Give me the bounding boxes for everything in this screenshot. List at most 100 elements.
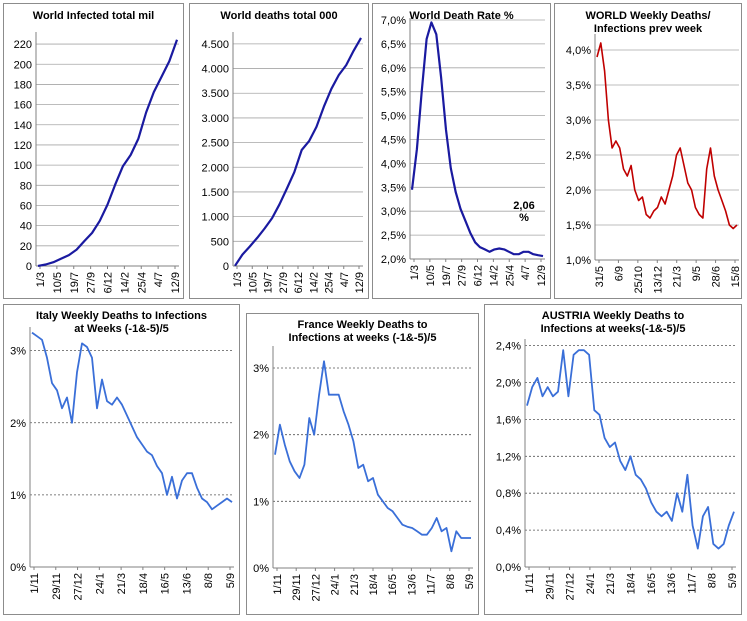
- y-tick-label: 5,0%: [381, 111, 406, 123]
- chart-panel-italy: Italy Weekly Deaths to Infections at Wee…: [3, 304, 240, 615]
- y-tick-label: 1,5%: [566, 220, 591, 232]
- y-tick-label: 4.000: [201, 64, 229, 76]
- x-tick-label: 1/11: [524, 573, 536, 594]
- y-tick-label: 1%: [253, 496, 269, 508]
- x-tick-label: 1/3: [232, 272, 244, 287]
- y-tick-label: 6,0%: [381, 63, 406, 75]
- y-tick-label: 1.000: [201, 212, 229, 224]
- y-tick-label: 1,0%: [566, 255, 591, 267]
- x-tick-label: 5/9: [464, 574, 476, 589]
- y-tick-label: 220: [14, 39, 32, 51]
- y-tick-label: 500: [211, 236, 229, 248]
- y-tick-label: 7,0%: [381, 15, 406, 27]
- y-tick-label: 1,2%: [496, 451, 521, 463]
- x-tick-label: 27/12: [565, 573, 577, 601]
- y-tick-label: 3,0%: [566, 115, 591, 127]
- x-tick-label: 29/11: [51, 573, 63, 600]
- series-line: [410, 21, 544, 258]
- x-tick-label: 14/2: [119, 272, 131, 293]
- chart-world-death-rate: 2,0% 2,5% 3,0% 3,5% 4,0% 4,5% 5,0% 5,5% 6,0% 6,5%…: [381, 15, 548, 286]
- x-tick-label: 21/3: [116, 573, 128, 594]
- x-tick-label: 1/11: [29, 573, 41, 594]
- y-tick-label: 3%: [10, 346, 26, 358]
- y-tick-label: 2,4%: [496, 341, 521, 353]
- y-tick-label: 60: [20, 200, 32, 212]
- y-tick-label: 200: [14, 59, 32, 71]
- x-tick-label: 13/6: [406, 574, 418, 595]
- x-tick-label: 13/6: [181, 573, 193, 594]
- series-line: [31, 331, 233, 511]
- x-tick-label: 25/4: [504, 265, 516, 286]
- y-tick-label: 80: [20, 180, 32, 192]
- x-tick-label: 4/7: [339, 272, 351, 287]
- x-tick-label: 1/3: [35, 272, 47, 287]
- chart-panel-austria: AUSTRIA Weekly Deaths to Infections at w…: [484, 304, 742, 615]
- x-tick-label: 4/7: [520, 265, 532, 280]
- y-tick-label: 0,0%: [496, 562, 521, 574]
- x-tick-label: 27/9: [278, 272, 290, 293]
- x-tick-label: 29/11: [544, 573, 556, 600]
- x-tick-label: 21/3: [605, 573, 617, 594]
- data-label: %: [519, 212, 529, 224]
- x-tick-label: 31/5: [594, 266, 606, 287]
- y-tick-label: 0,8%: [496, 488, 521, 500]
- x-tick-label: 19/7: [441, 265, 453, 286]
- x-tick-label: 16/5: [387, 574, 399, 595]
- y-tick-label: 3.500: [201, 88, 229, 100]
- y-tick-label: 1,6%: [496, 414, 521, 426]
- x-tick-label: 18/4: [368, 574, 380, 595]
- x-tick-label: 6/9: [613, 266, 625, 281]
- x-tick-label: 11/7: [686, 573, 698, 594]
- y-tick-label: 20: [20, 241, 32, 253]
- y-tick-label: 0: [223, 261, 229, 273]
- chart-panel-france: France Weekly Deaths to Infections at we…: [246, 313, 479, 615]
- x-tick-label: 18/4: [626, 573, 638, 594]
- chart-panel-world-death-rate: World Death Rate % 2,0% 2,5% 3,0% 3,5% 4,0% 4…: [372, 3, 551, 299]
- x-tick-label: 10/5: [247, 272, 259, 293]
- y-tick-label: 140: [14, 120, 32, 132]
- series-line: [526, 349, 735, 550]
- x-tick-label: 28/6: [711, 266, 723, 287]
- x-tick-label: 8/8: [445, 574, 457, 589]
- y-tick-label: 2%: [253, 430, 269, 442]
- series-line: [596, 42, 738, 230]
- x-tick-label: 6/12: [473, 265, 485, 286]
- x-tick-label: 5/9: [727, 573, 739, 588]
- chart-world-infected: 0 20 40 60 80 100 120 140 160 180 200 220 1/3 10/5 19/…: [14, 32, 182, 293]
- x-tick-label: 15/8: [730, 266, 742, 287]
- x-tick-label: 8/8: [203, 573, 215, 588]
- x-tick-label: 24/1: [330, 574, 342, 595]
- y-tick-label: 2,0%: [496, 378, 521, 390]
- y-tick-label: 2,5%: [381, 230, 406, 242]
- x-tick-label: 19/7: [263, 272, 275, 293]
- x-tick-label: 21/3: [349, 574, 361, 595]
- x-tick-label: 6/12: [103, 272, 115, 293]
- y-tick-label: 4,0%: [381, 158, 406, 170]
- y-tick-label: 120: [14, 140, 32, 152]
- y-tick-label: 180: [14, 79, 32, 91]
- x-tick-label: 13/12: [652, 266, 664, 294]
- y-tick-label: 4.500: [201, 39, 229, 51]
- x-tick-label: 27/12: [73, 573, 85, 601]
- chart-france: 0% 1% 2% 3% 1/11 29/11 27/12 24/1 21/3 18/4 16/5 13…: [253, 346, 476, 602]
- y-tick-label: 6,5%: [381, 39, 406, 51]
- y-tick-label: 0,4%: [496, 525, 521, 537]
- x-tick-label: 25/4: [324, 272, 336, 293]
- data-label: 2,06: [513, 200, 534, 212]
- chart-austria: 0,0% 0,4% 0,8% 1,2% 1,6% 2,0% 2,4% 1/11 29/11 27/…: [496, 339, 739, 601]
- y-tick-label: 0: [26, 261, 32, 273]
- y-tick-label: 3%: [253, 363, 269, 375]
- x-tick-label: 25/10: [633, 266, 645, 294]
- y-tick-label: 40: [20, 221, 32, 233]
- x-tick-label: 8/8: [707, 573, 719, 588]
- series-line: [234, 37, 362, 267]
- x-tick-label: 14/2: [308, 272, 320, 293]
- chart-panel-world-weekly: WORLD Weekly Deaths/ Infections prev wee…: [554, 3, 742, 299]
- y-tick-label: 3,5%: [381, 182, 406, 194]
- y-tick-label: 3,5%: [566, 80, 591, 92]
- y-tick-label: 2.000: [201, 162, 229, 174]
- y-tick-label: 4,0%: [566, 45, 591, 57]
- x-tick-label: 11/7: [426, 574, 438, 595]
- y-tick-label: 4,5%: [381, 135, 406, 147]
- x-tick-label: 16/5: [646, 573, 658, 594]
